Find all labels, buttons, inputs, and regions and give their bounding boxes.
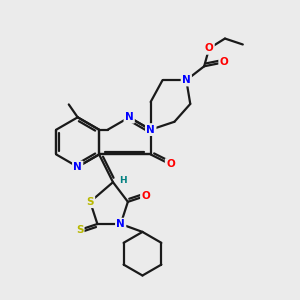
Text: N: N	[125, 112, 134, 122]
Text: N: N	[182, 75, 191, 85]
Text: O: O	[205, 44, 214, 53]
Text: O: O	[141, 191, 150, 201]
Text: N: N	[146, 125, 155, 135]
Text: O: O	[166, 159, 175, 170]
Text: N: N	[116, 219, 125, 229]
Text: S: S	[86, 197, 94, 207]
Text: O: O	[220, 57, 228, 67]
Text: S: S	[76, 225, 83, 235]
Text: N: N	[73, 162, 82, 172]
Text: N: N	[146, 125, 155, 135]
Text: H: H	[119, 176, 127, 185]
